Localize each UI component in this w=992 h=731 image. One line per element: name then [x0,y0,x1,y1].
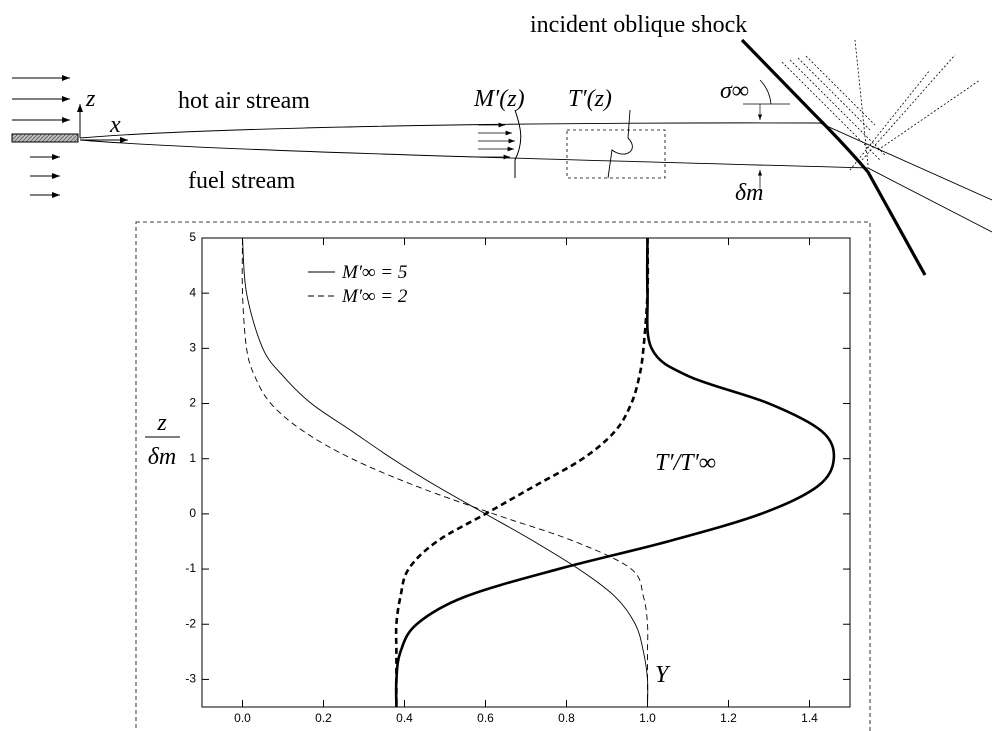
y-tick-label: -2 [185,616,196,630]
x-tick-label: 1.0 [639,711,656,725]
y-tick-label: 0 [189,506,196,520]
line-series [242,237,649,708]
y-tick-label: 3 [189,341,196,355]
x-tick-label: 0.2 [315,711,332,725]
annotation: Y [655,662,671,688]
x-tick-label: 0.4 [396,711,413,725]
y-tick-label: -3 [185,672,196,686]
line-series [394,237,836,708]
schematic [11,38,992,731]
y-tick-label: 1 [189,451,196,465]
shock-label: incident oblique shock [530,12,747,38]
stream-label: fuel stream [188,168,296,194]
profile-label: M′(z) [473,86,525,112]
legend-label: M′∞ = 5 [341,262,407,283]
line-series [394,237,650,707]
angle-label: σ∞ [720,78,749,104]
x-tick-label: 0.8 [558,711,575,725]
annotation: T′/T′∞ [655,450,716,476]
thickness-label: δm [735,180,764,206]
axis-label: x [109,112,121,138]
x-tick-label: 0.6 [477,711,494,725]
y-tick-label: -1 [185,561,196,575]
x-tick-label: 1.4 [801,711,818,725]
legend-label: M′∞ = 2 [341,286,408,307]
stream-label: hot air stream [178,88,310,114]
plot-frame [201,237,851,708]
x-tick-label: 1.2 [720,711,737,725]
y-tick-label: 4 [189,285,196,299]
y-axis-label: δm [148,444,177,470]
y-tick-label: 5 [189,230,196,244]
line-series [241,237,649,707]
axis-label: z [85,86,96,112]
y-axis-label: z [156,410,167,436]
x-tick-label: 0.0 [234,711,251,725]
profile-label: T′(z) [568,86,612,112]
y-tick-label: 2 [189,396,196,410]
